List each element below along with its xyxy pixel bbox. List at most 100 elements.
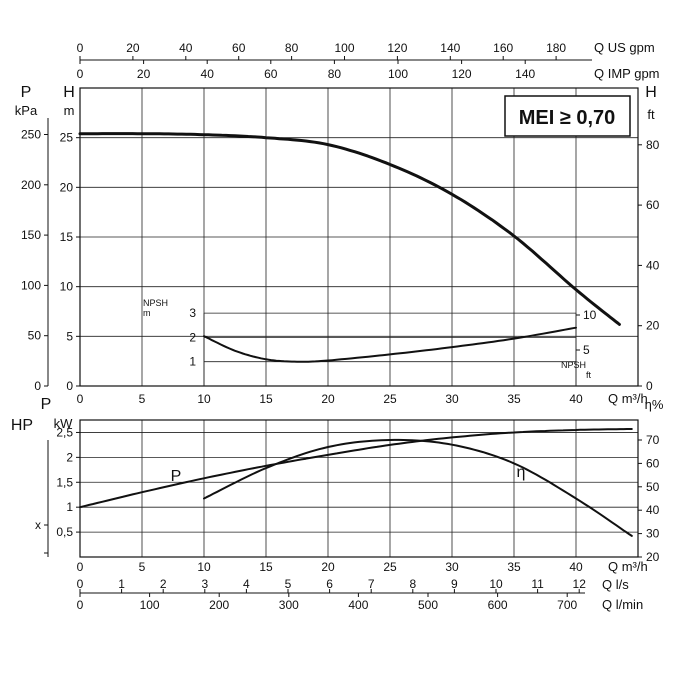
p-kpa-axis-name: P — [21, 84, 32, 101]
q-m3h-tick-label-lower: 25 — [383, 560, 397, 574]
ls-tick-label: 11 — [531, 577, 544, 591]
q-m3h-tick-label-upper: 15 — [259, 392, 273, 406]
npsh-ft-tick-label: 10 — [583, 308, 597, 322]
lmin-tick-label: 700 — [557, 598, 577, 612]
ls-tick-label: 6 — [326, 577, 333, 591]
h-m-axis-unit: m — [64, 103, 75, 118]
h-ft-tick-label: 80 — [646, 138, 660, 152]
mei-badge-label: MEI ≥ 0,70 — [519, 107, 616, 129]
npsh-m-unit: m — [143, 308, 151, 318]
mei-badge — [504, 95, 631, 137]
imp-gpm-axis-title: Q IMP gpm — [594, 66, 660, 81]
kpa-tick-label: 50 — [28, 329, 42, 343]
ls-tick-label: 9 — [451, 577, 458, 591]
h-ft-tick-label: 60 — [646, 198, 660, 212]
eta-tick-label: 70 — [646, 433, 660, 447]
hp-axis-name: HP — [11, 417, 33, 434]
us-gpm-tick-label: 120 — [387, 41, 407, 55]
p-plot-frame — [79, 419, 639, 558]
kpa-tick-label: 150 — [21, 228, 41, 242]
eta-tick-label: 60 — [646, 456, 660, 470]
kw-tick-label: 0,5 — [56, 525, 73, 539]
ls-tick-label: 5 — [285, 577, 292, 591]
ls-tick-label: 1 — [118, 577, 125, 591]
us-gpm-tick-label: 140 — [440, 41, 460, 55]
us-gpm-tick-label: 40 — [179, 41, 193, 55]
lmin-tick-label: 0 — [77, 598, 84, 612]
q-m3h-tick-label-lower: 5 — [139, 560, 146, 574]
q-m3h-tick-label-lower: 0 — [77, 560, 84, 574]
q-m3h-tick-label-upper: 35 — [507, 392, 521, 406]
q-m3h-tick-label-upper: 20 — [321, 392, 335, 406]
q-m3h-axis-title-upper: Q m³/h — [608, 391, 648, 406]
efficiency-curve — [203, 438, 633, 537]
q-m3h-tick-label-lower: 30 — [445, 560, 459, 574]
imp-gpm-tick-label: 40 — [201, 67, 215, 81]
q-m3h-tick-label-upper: 5 — [139, 392, 146, 406]
q-m3h-tick-label-upper: 10 — [197, 392, 211, 406]
q-m3h-tick-label-upper: 40 — [569, 392, 583, 406]
q-m3h-tick-label-upper: 25 — [383, 392, 397, 406]
us-gpm-tick-label: 100 — [334, 41, 354, 55]
npsh-curve — [203, 326, 577, 363]
h-m-axis-name: H — [63, 84, 75, 101]
h-ft-tick-label: 0 — [646, 379, 653, 393]
eta-tick-label: 20 — [646, 550, 660, 564]
lmin-tick-label: 500 — [418, 598, 438, 612]
imp-gpm-tick-label: 80 — [328, 67, 342, 81]
h-m-tick-label: 20 — [60, 180, 74, 194]
us-gpm-tick-label: 60 — [232, 41, 246, 55]
power-curve-label: P — [171, 468, 182, 485]
imp-gpm-tick-label: 140 — [515, 67, 535, 81]
eta-tick-label: 30 — [646, 527, 660, 541]
us-gpm-tick-label: 20 — [126, 41, 140, 55]
p-kw-axis-name: P — [41, 396, 52, 413]
p-kpa-axis-unit: kPa — [15, 103, 38, 118]
power-curve — [79, 428, 633, 509]
npsh-ft-tick-label: 5 — [583, 343, 590, 357]
imp-gpm-tick-label: 120 — [452, 67, 472, 81]
kpa-tick-label: 250 — [21, 128, 41, 142]
ls-tick-label: 10 — [489, 577, 503, 591]
h-m-tick-label: 5 — [66, 329, 73, 343]
ls-tick-label: 0 — [77, 577, 84, 591]
npsh-m-tick-label: 2 — [189, 330, 196, 344]
kw-tick-label: 1 — [66, 500, 73, 514]
us-gpm-tick-label: 80 — [285, 41, 299, 55]
h-ft-axis-name: H — [645, 84, 657, 101]
imp-gpm-tick-label: 20 — [137, 67, 151, 81]
imp-gpm-tick-label: 60 — [264, 67, 278, 81]
us-gpm-axis-title: Q US gpm — [594, 40, 655, 55]
npsh-m-tick-label: 1 — [189, 355, 196, 369]
imp-gpm-tick-label: 0 — [77, 67, 84, 81]
q-m3h-tick-label-upper: 30 — [445, 392, 459, 406]
npsh-m-label: NPSH — [143, 298, 168, 308]
h-m-tick-label: 10 — [60, 280, 74, 294]
kw-tick-label: 2,5 — [56, 425, 73, 439]
imp-gpm-tick-label: 100 — [388, 67, 408, 81]
us-gpm-tick-label: 180 — [546, 41, 566, 55]
ls-tick-label: 8 — [409, 577, 416, 591]
npsh-ft-label: NPSH — [561, 360, 586, 370]
lmin-tick-label: 100 — [140, 598, 160, 612]
us-gpm-tick-label: 160 — [493, 41, 513, 55]
ls-tick-label: 7 — [368, 577, 375, 591]
q-m3h-tick-label-lower: 15 — [259, 560, 273, 574]
q-m3h-tick-label-lower: 20 — [321, 560, 335, 574]
q-m3h-tick-label-lower: 10 — [197, 560, 211, 574]
h-m-tick-label: 25 — [60, 131, 74, 145]
kw-tick-label: 1,5 — [56, 475, 73, 489]
p-kw-axis-unit: kW — [54, 416, 74, 431]
q-m3h-axis-title-lower: Q m³/h — [608, 559, 648, 574]
q-m3h-tick-label-lower: 40 — [569, 560, 583, 574]
h-m-tick-label: 0 — [66, 379, 73, 393]
ls-tick-label: 2 — [160, 577, 167, 591]
lmin-tick-label: 200 — [209, 598, 229, 612]
q-m3h-tick-label-upper: 0 — [77, 392, 84, 406]
kpa-tick-label: 100 — [21, 278, 41, 292]
hp-tick-label: x — [35, 518, 41, 532]
q-m3h-tick-label-lower: 35 — [507, 560, 521, 574]
h-ft-axis-unit: ft — [647, 107, 655, 122]
efficiency-curve-label: η — [517, 464, 526, 481]
